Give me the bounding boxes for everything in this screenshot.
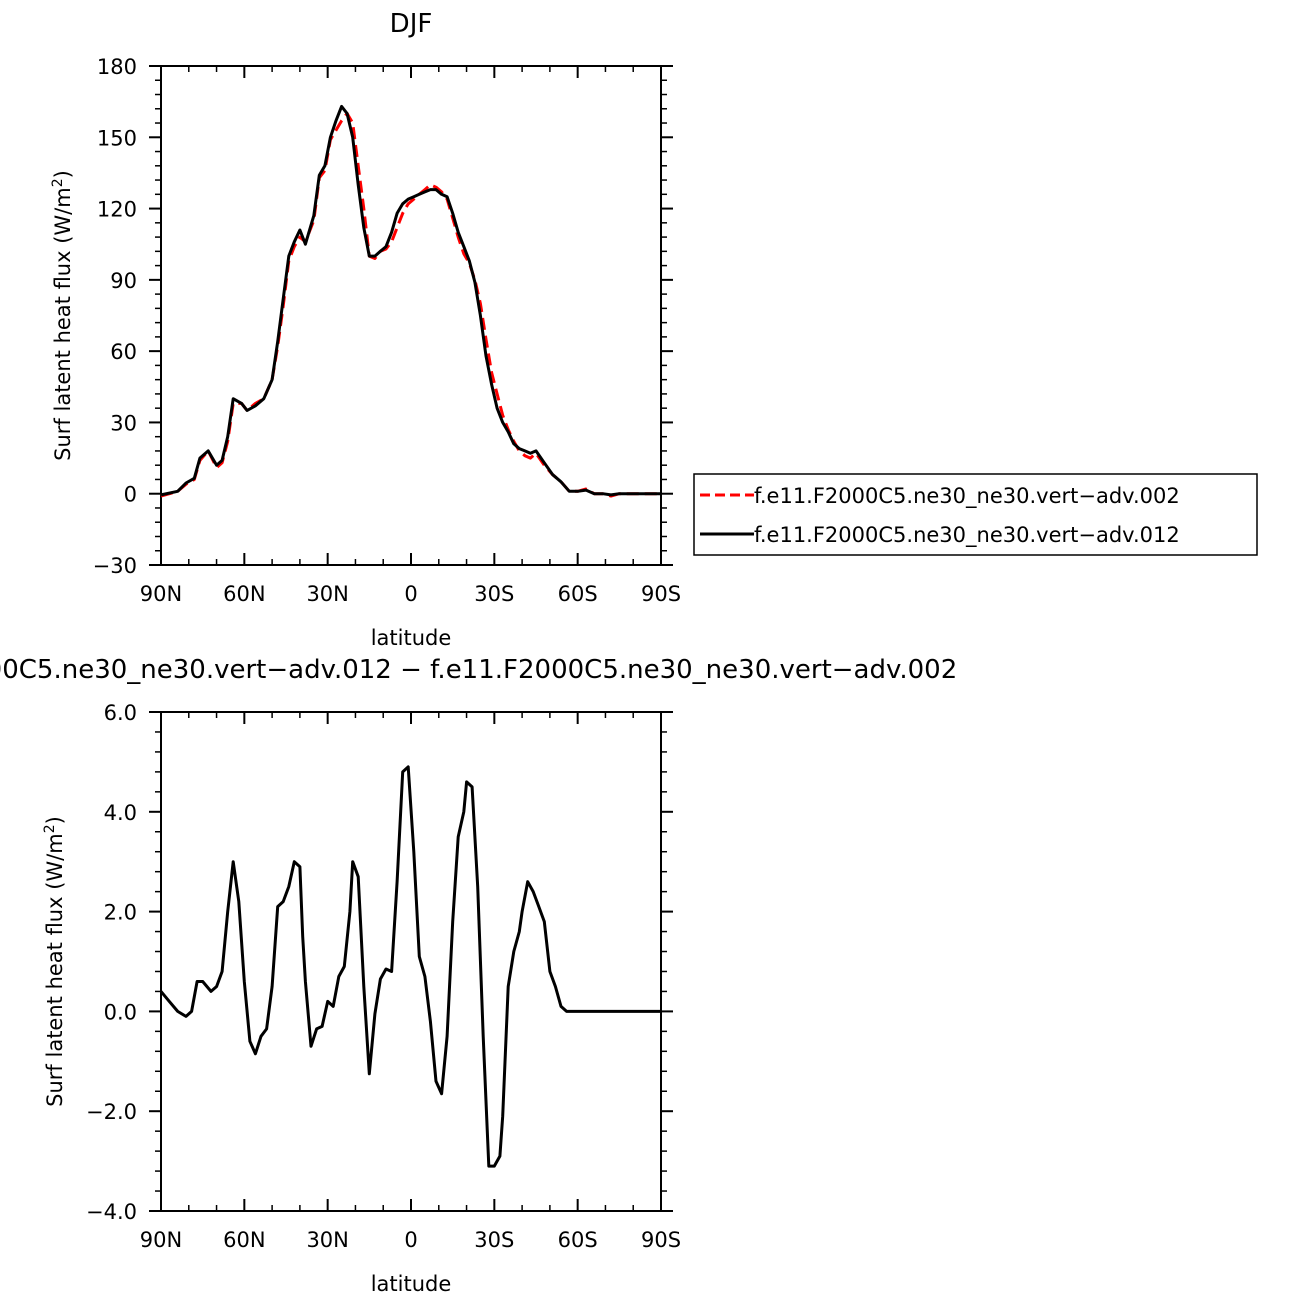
- x-tick-label: 30N: [306, 582, 348, 606]
- legend-box: [693, 473, 1258, 556]
- y-axis-title: Surf latent heat flux (W/m2): [42, 816, 67, 1107]
- x-axis-title: latitude: [371, 626, 452, 650]
- y-tick-label: 6.0: [104, 701, 137, 725]
- y-tick-label: 4.0: [104, 801, 137, 825]
- y-tick-label: −4.0: [86, 1200, 137, 1224]
- x-tick-label: 60N: [223, 1228, 265, 1252]
- y-axis-title: Surf latent heat flux (W/m2): [50, 170, 75, 461]
- y-tick-label: 90: [110, 269, 137, 293]
- y-tick-label: 30: [110, 411, 137, 435]
- y-tick-label: 150: [97, 126, 137, 150]
- bottom-panel: 90N 60N 30N 0 30S 60S 90S −4.0 −2.0 0.0 2.0 4.0 6.0 l…: [0, 655, 957, 1296]
- x-tick-label: 90N: [140, 582, 182, 606]
- y-tick-label: 60: [110, 340, 137, 364]
- top-panel: 90N 60N 30N 0 30S 60S 90S −30 0 30 60 90 120 150 180 la…: [50, 9, 681, 650]
- y-tick-label: −30: [93, 554, 137, 578]
- y-axis-title-main: Surf latent heat flux (W/m: [51, 187, 75, 461]
- y-tick-label: 2.0: [104, 901, 137, 925]
- x-tick-label: 60S: [558, 1228, 598, 1252]
- series-line-0: [159, 765, 661, 1168]
- series-line-1: [160, 104, 661, 497]
- legend: f.e11.F2000C5.ne30_ne30.vert−adv.002 f.e1…: [693, 473, 1258, 556]
- x-tick-label: 30N: [306, 1228, 348, 1252]
- x-tick-label: 30S: [474, 1228, 514, 1252]
- plot-title: f.e11.F2000C5.ne30_ne30.vert−adv.012 − f…: [0, 655, 957, 685]
- x-tick-label: 60N: [223, 582, 265, 606]
- y-axis-title-main: Surf latent heat flux (W/m: [43, 833, 67, 1107]
- y-tick-label: 0.0: [104, 1000, 137, 1024]
- y-axis-title-end: ): [43, 816, 67, 824]
- x-tick-label: 0: [404, 582, 417, 606]
- legend-label-1: f.e11.F2000C5.ne30_ne30.vert−adv.012: [754, 523, 1180, 548]
- x-tick-label: 30S: [474, 582, 514, 606]
- x-tick-label: 90S: [641, 582, 681, 606]
- y-axis-title-end: ): [51, 170, 75, 178]
- legend-label-0: f.e11.F2000C5.ne30_ne30.vert−adv.002: [754, 484, 1180, 509]
- y-axis-title-sup: 2: [50, 178, 66, 187]
- x-tick-label: 90N: [140, 1228, 182, 1252]
- series-line-0: [160, 112, 661, 498]
- x-axis-title: latitude: [371, 1272, 452, 1296]
- y-tick-label: −2.0: [86, 1100, 137, 1124]
- y-tick-label: 180: [97, 55, 137, 79]
- y-tick-label: 0: [124, 483, 137, 507]
- plot-title: DJF: [390, 9, 433, 39]
- y-tick-label: 120: [97, 198, 137, 222]
- x-tick-label: 60S: [558, 582, 598, 606]
- x-tick-label: 0: [404, 1228, 417, 1252]
- y-axis-title-sup: 2: [42, 824, 58, 833]
- x-tick-label: 90S: [641, 1228, 681, 1252]
